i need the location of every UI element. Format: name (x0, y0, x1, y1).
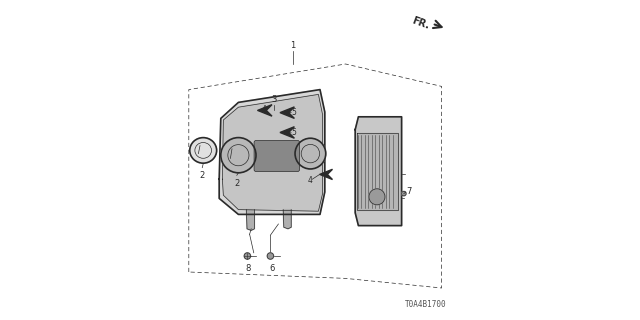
Polygon shape (355, 117, 402, 226)
Circle shape (268, 253, 274, 259)
Circle shape (244, 253, 251, 259)
Polygon shape (280, 127, 294, 138)
Polygon shape (246, 210, 254, 230)
Ellipse shape (189, 138, 216, 163)
Ellipse shape (295, 138, 326, 169)
FancyBboxPatch shape (254, 140, 300, 172)
Polygon shape (223, 94, 323, 211)
Polygon shape (258, 105, 272, 116)
Text: 4: 4 (307, 176, 312, 185)
Text: 8: 8 (245, 264, 250, 273)
Text: 2: 2 (234, 179, 239, 188)
Text: T0A4B1700: T0A4B1700 (404, 300, 447, 309)
Polygon shape (357, 133, 398, 210)
Text: 6: 6 (269, 264, 275, 273)
Circle shape (402, 191, 406, 196)
Text: 5: 5 (291, 128, 296, 137)
Text: 2: 2 (199, 171, 204, 180)
Text: 5: 5 (291, 108, 296, 116)
Text: 3: 3 (271, 95, 277, 104)
Text: FR.: FR. (410, 16, 430, 31)
Polygon shape (320, 169, 333, 180)
Polygon shape (280, 107, 294, 118)
Polygon shape (219, 90, 325, 214)
Ellipse shape (221, 138, 256, 173)
Text: 1: 1 (290, 41, 296, 50)
Text: 7: 7 (406, 188, 412, 196)
Ellipse shape (369, 189, 385, 205)
Text: 4: 4 (262, 105, 267, 114)
Polygon shape (283, 210, 291, 229)
